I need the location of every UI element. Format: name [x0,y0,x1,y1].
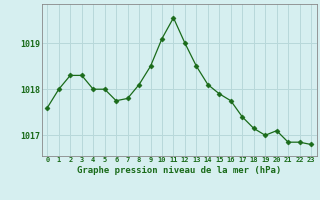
X-axis label: Graphe pression niveau de la mer (hPa): Graphe pression niveau de la mer (hPa) [77,166,281,175]
